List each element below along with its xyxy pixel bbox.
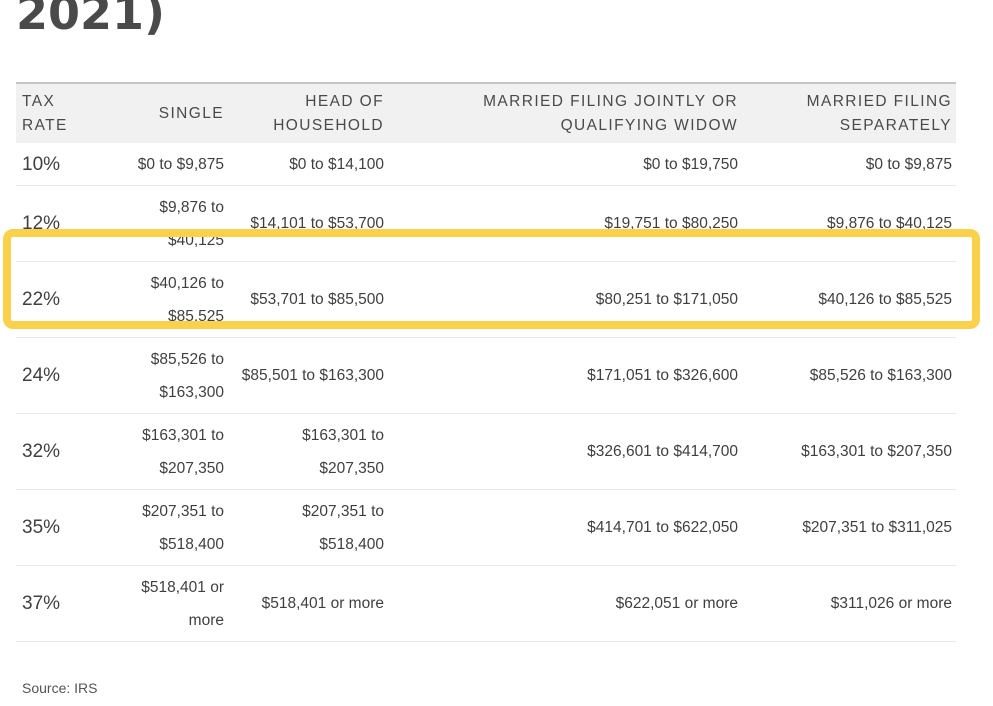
cell-head-of-household: $85,501 to $163,300 [228,337,388,414]
cell-married-jointly: $326,601 to $414,700 [388,413,742,490]
cell-head-of-household: $0 to $14,100 [228,143,388,186]
cell-line: $163,300 [159,383,224,401]
cell-line: $622,051 or more [615,595,738,612]
source-note: Source: IRS [22,680,98,696]
header-line: TAX [22,92,56,110]
table-row: 22% $40,126 to $85,525 $53,701 to $85,50… [16,261,956,338]
cell-married-jointly: $171,051 to $326,600 [388,337,742,414]
table-row: 12% $9,876 to $40,125 $14,101 to $53,700… [16,185,956,262]
cell-married-separately: $9,876 to $40,125 [742,185,956,262]
cell-line: $40,126 to $85,525 [818,291,952,308]
cell-line: $518,401 or more [261,595,384,612]
cell-line: $0 to $19,750 [643,155,738,173]
cell-head-of-household: $53,701 to $85,500 [228,261,388,338]
cell-line: $207,351 to [142,502,224,520]
header-line: HEAD OF [305,92,384,110]
table-row: 35% $207,351 to $518,400 $207,351 to $51… [16,489,956,566]
cell-rate: 10% [16,143,90,186]
header-line: QUALIFYING WIDOW [560,116,738,134]
cell-head-of-household: $207,351 to $518,400 [228,489,388,566]
tax-bracket-table: TAX RATE SINGLE HEAD OF HOUSEHOLD MARRIE… [16,82,956,642]
header-line: RATE [22,116,68,134]
cell-line: $53,701 to $85,500 [250,291,384,308]
table-row: 10% $0 to $9,875 $0 to $14,100 $0 to $19… [16,143,956,186]
header-line: HOUSEHOLD [273,116,384,134]
header-single: SINGLE [90,83,228,143]
cell-line: $40,125 [167,231,224,249]
cell-line: $207,350 [319,459,384,477]
header-married-jointly: MARRIED FILING JOINTLY OR QUALIFYING WID… [388,83,742,143]
cell-line: $19,751 to $80,250 [604,215,738,232]
cell-line: $518,400 [159,535,224,553]
header-head-of-household: HEAD OF HOUSEHOLD [228,83,388,143]
cell-single: $85,526 to $163,300 [90,337,228,414]
cell-line: $85,501 to $163,300 [241,367,384,384]
cell-line: $207,350 [159,459,224,477]
cell-single: $40,126 to $85,525 [90,261,228,338]
cell-single: $518,401 or more [90,565,228,642]
header-line: MARRIED FILING [806,92,952,110]
cell-rate: 35% [16,489,90,566]
cell-line: $518,401 or [141,578,224,596]
table-header-row: TAX RATE SINGLE HEAD OF HOUSEHOLD MARRIE… [16,83,956,143]
table-row: 24% $85,526 to $163,300 $85,501 to $163,… [16,337,956,414]
header-line: SEPARATELY [839,116,952,134]
cell-rate: 12% [16,185,90,262]
cell-line: $0 to $9,875 [137,155,224,173]
cell-married-separately: $85,526 to $163,300 [742,337,956,414]
cell-line: $9,876 to [159,198,224,216]
cell-single: $163,301 to $207,350 [90,413,228,490]
cell-line: more [188,611,224,629]
header-tax-rate: TAX RATE [16,83,90,143]
cell-married-separately: $207,351 to $311,025 [742,489,956,566]
cell-line: $9,876 to $40,125 [827,215,952,232]
cell-married-jointly: $80,251 to $171,050 [388,261,742,338]
cell-line: $85,525 [167,307,224,325]
cell-married-separately: $0 to $9,875 [742,143,956,186]
cell-rate: 24% [16,337,90,414]
cell-line: $414,701 to $622,050 [587,519,738,536]
cell-married-jointly: $0 to $19,750 [388,143,742,186]
cell-married-jointly: $622,051 or more [388,565,742,642]
cell-head-of-household: $14,101 to $53,700 [228,185,388,262]
cell-line: $85,526 to [150,350,224,368]
cell-line: $163,301 to $207,350 [801,443,952,460]
page-heading: 2021) [16,0,166,40]
cell-married-separately: $163,301 to $207,350 [742,413,956,490]
cell-line: $518,400 [319,535,384,553]
cell-line: $207,351 to [302,502,384,520]
cell-single: $207,351 to $518,400 [90,489,228,566]
table-row: 32% $163,301 to $207,350 $163,301 to $20… [16,413,956,490]
cell-line: $40,126 to [150,274,224,292]
cell-head-of-household: $163,301 to $207,350 [228,413,388,490]
cell-rate: 37% [16,565,90,642]
table-row: 37% $518,401 or more $518,401 or more $6… [16,565,956,642]
cell-line: $0 to $9,875 [865,155,952,173]
cell-married-jointly: $414,701 to $622,050 [388,489,742,566]
cell-line: $207,351 to $311,025 [802,519,952,536]
cell-line: $14,101 to $53,700 [250,215,384,232]
header-line: SINGLE [158,104,224,122]
cell-married-separately: $40,126 to $85,525 [742,261,956,338]
cell-head-of-household: $518,401 or more [228,565,388,642]
header-married-separately: MARRIED FILING SEPARATELY [742,83,956,143]
cell-line: $85,526 to $163,300 [809,367,952,384]
cell-single: $9,876 to $40,125 [90,185,228,262]
cell-line: $326,601 to $414,700 [587,443,738,460]
cell-line: $0 to $14,100 [289,155,384,173]
cell-line: $171,051 to $326,600 [587,367,738,384]
cell-rate: 22% [16,261,90,338]
cell-single: $0 to $9,875 [90,143,228,186]
header-line: MARRIED FILING JOINTLY OR [483,92,738,110]
cell-rate: 32% [16,413,90,490]
cell-line: $80,251 to $171,050 [595,291,738,308]
cell-line: $163,301 to [302,426,384,444]
cell-line: $163,301 to [142,426,224,444]
cell-married-jointly: $19,751 to $80,250 [388,185,742,262]
cell-line: $311,026 or more [830,595,952,612]
cell-married-separately: $311,026 or more [742,565,956,642]
